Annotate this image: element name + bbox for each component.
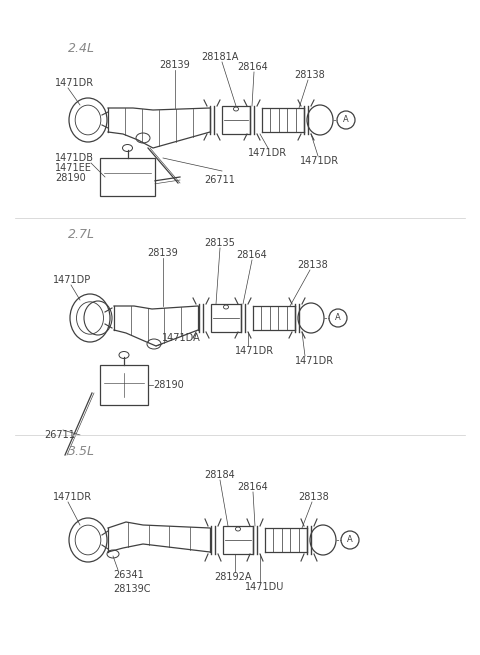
Text: 1471DR: 1471DR (300, 156, 339, 166)
Text: 26711: 26711 (204, 175, 235, 185)
Text: 28138: 28138 (299, 492, 329, 502)
Text: 2.4L: 2.4L (68, 42, 95, 55)
Text: 1471DR: 1471DR (249, 148, 288, 158)
Text: 26711: 26711 (45, 430, 75, 440)
Text: 1471DB: 1471DB (55, 153, 94, 163)
Text: 1471DA: 1471DA (162, 333, 201, 343)
Text: 1471DP: 1471DP (53, 275, 91, 285)
Text: 3.5L: 3.5L (68, 445, 95, 458)
Text: 28139C: 28139C (113, 584, 151, 594)
Text: A: A (343, 115, 349, 124)
Text: 28190: 28190 (55, 173, 86, 183)
Text: 1471DR: 1471DR (235, 346, 275, 356)
Text: 28135: 28135 (204, 238, 235, 248)
Text: 1471DU: 1471DU (245, 582, 285, 592)
Bar (211, 304, 241, 332)
Text: 28184: 28184 (204, 470, 235, 480)
Text: 28164: 28164 (238, 62, 268, 72)
Bar (100, 365, 148, 405)
Text: 26341: 26341 (113, 570, 144, 580)
Bar (100, 158, 155, 196)
Text: 28164: 28164 (237, 250, 267, 260)
Text: 28139: 28139 (160, 60, 191, 70)
Text: 1471EE: 1471EE (55, 163, 92, 173)
Text: 28190: 28190 (153, 380, 184, 390)
Text: 28164: 28164 (238, 482, 268, 492)
Text: A: A (347, 536, 353, 544)
Bar (223, 526, 253, 554)
Text: A: A (335, 314, 341, 322)
Text: 2.7L: 2.7L (68, 228, 95, 241)
Text: 1471DR: 1471DR (53, 492, 92, 502)
Bar (222, 106, 250, 134)
Text: 1471DR: 1471DR (295, 356, 335, 366)
Text: 28138: 28138 (295, 70, 325, 80)
Text: 28139: 28139 (148, 248, 179, 258)
Text: 28181A: 28181A (201, 52, 239, 62)
Text: 1471DR: 1471DR (55, 78, 94, 88)
Text: 28192A: 28192A (214, 572, 252, 582)
Text: 28138: 28138 (298, 260, 328, 270)
